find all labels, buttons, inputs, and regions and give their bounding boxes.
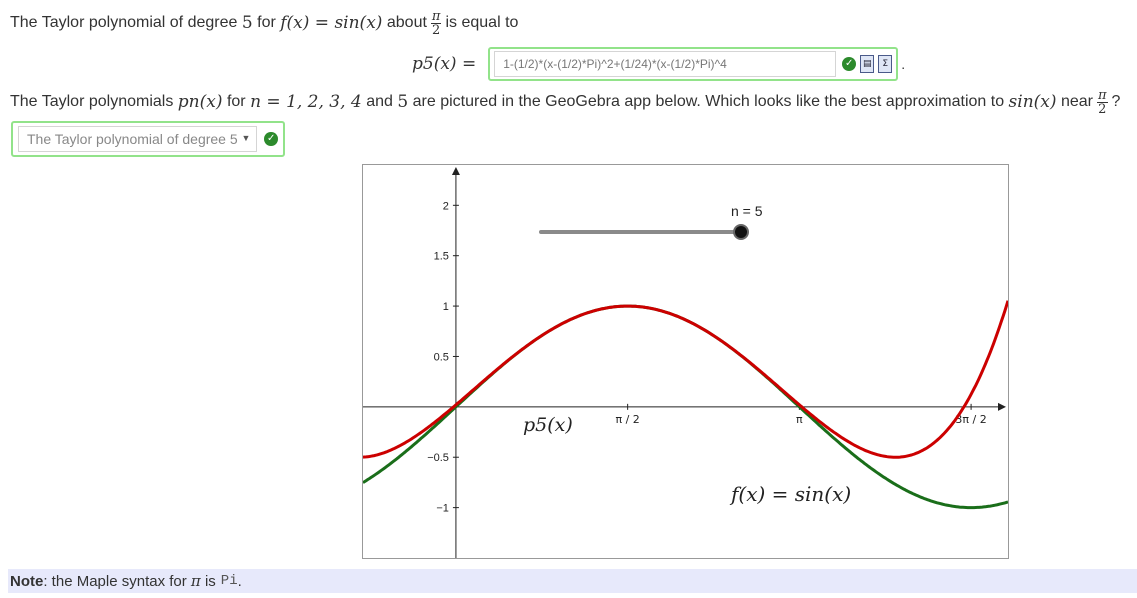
question-line-1: The Taylor polynomial of degree 5 for f(…: [10, 6, 518, 40]
y-axis-arrow: [451, 167, 460, 175]
sin-expression: sin(x): [1008, 92, 1057, 112]
answer-box: 1-(1/2)*(x-(1/2)*Pi)^2+(1/24)*(x-(1/2)*P…: [488, 47, 899, 81]
fraction-denominator: 2: [432, 22, 441, 38]
y-tick-label: −0.5: [427, 452, 449, 464]
chevron-down-icon: ▼: [241, 133, 251, 143]
function-expression: f(x) = sin(x): [280, 13, 383, 33]
maple-icon[interactable]: Σ: [878, 55, 893, 73]
question-prefix: The Taylor polynomials: [10, 93, 174, 110]
pn-expression: pn(x): [177, 92, 223, 112]
question-and: and: [366, 93, 393, 110]
intro-suffix: is equal to: [445, 14, 519, 31]
note-title: Note: [10, 572, 44, 590]
slider-label: n = 5: [731, 203, 763, 219]
question-near: near: [1060, 93, 1093, 110]
question-end: ?: [1111, 93, 1121, 110]
preview-icon[interactable]: ▤: [860, 55, 875, 73]
n-values: n = 1, 2, 3, 4: [250, 92, 362, 112]
question-five: 5: [397, 92, 409, 112]
y-tick-label: 0.5: [434, 351, 449, 363]
answer-dropdown[interactable]: The Taylor polynomial of degree 5 ▼: [18, 126, 258, 152]
f-curve-label: f(x) = sin(x): [729, 482, 851, 506]
intro-for: for: [257, 14, 276, 31]
near-point-fraction: π 2: [1097, 89, 1108, 116]
degree-value: 5: [241, 13, 253, 33]
answer-row: p5(x) = 1-(1/2)*(x-(1/2)*Pi)^2+(1/24)*(x…: [412, 46, 905, 82]
fraction-denominator: 2: [1098, 101, 1107, 117]
intro-prefix: The Taylor polynomial of degree: [10, 14, 238, 31]
dropdown-selected: The Taylor polynomial of degree 5: [27, 131, 238, 147]
check-icon: ✓: [842, 57, 857, 71]
y-tick-label: 1.5: [434, 251, 449, 263]
fraction-numerator: π: [1097, 87, 1108, 103]
note-is: is: [204, 572, 216, 590]
x-tick-label: π / 2: [615, 413, 639, 426]
note-end: .: [237, 572, 242, 590]
y-tick-label: 2: [443, 200, 449, 212]
n-slider-handle[interactable]: [733, 224, 749, 240]
y-tick-label: −1: [436, 503, 449, 515]
question-for: for: [226, 93, 246, 110]
intro-about: about: [386, 14, 427, 31]
check-icon: ✓: [264, 132, 278, 146]
taylor-curve[interactable]: [363, 300, 1008, 459]
answer-dropdown-container: The Taylor polynomial of degree 5 ▼ ✓: [11, 121, 285, 157]
fraction-numerator: π: [430, 8, 442, 24]
answer-input[interactable]: 1-(1/2)*(x-(1/2)*Pi)^2+(1/24)*(x-(1/2)*P…: [494, 51, 837, 77]
x-axis-arrow: [998, 402, 1006, 411]
x-tick-label: 3π / 2: [955, 413, 986, 426]
question-middle: are pictured in the GeoGebra app below. …: [412, 93, 1005, 110]
note-text: : the Maple syntax for: [43, 572, 187, 590]
note-pi: π: [190, 572, 201, 590]
y-tick-label: 1: [443, 301, 449, 313]
question-line-2: The Taylor polynomials pn(x) for n = 1, …: [10, 88, 1120, 116]
answer-trailing-period: .: [901, 56, 906, 72]
note-bar: Note : the Maple syntax for π is Pi .: [8, 569, 1137, 593]
p5-curve-label: p5(x): [523, 414, 573, 436]
expansion-point-fraction: π 2: [430, 8, 442, 38]
geogebra-app[interactable]: 2 1.5 1 0.5 −0.5 −1 π / 2 π 3π / 2 n = 5 p5(x) f…: [362, 164, 1009, 559]
answer-label: p5(x) =: [412, 54, 477, 74]
graph-canvas[interactable]: 2 1.5 1 0.5 −0.5 −1 π / 2 π 3π / 2 n = 5 p5(x) f…: [363, 165, 1008, 558]
x-tick-label: π: [796, 413, 803, 426]
note-code: Pi: [220, 573, 238, 589]
